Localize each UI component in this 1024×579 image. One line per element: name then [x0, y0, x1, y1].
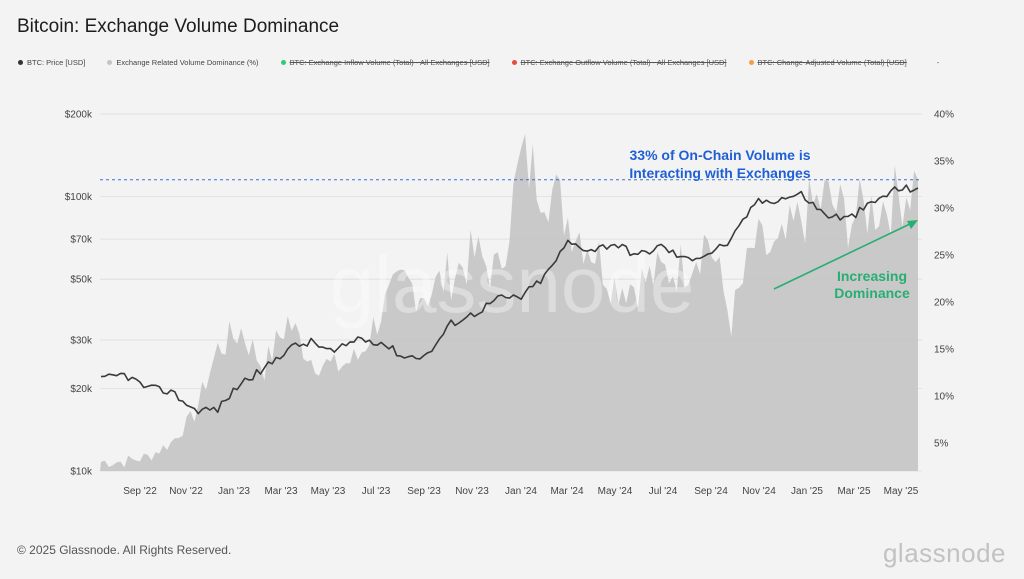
- x-tick-label: Mar '25: [837, 486, 870, 497]
- x-tick-label: Mar '24: [550, 486, 583, 497]
- annotation-trend-line1: Increasing: [837, 268, 907, 284]
- dominance-area: [100, 134, 918, 471]
- x-tick-label: Jul '23: [362, 486, 391, 497]
- x-tick-label: Mar '23: [264, 486, 297, 497]
- y-right-tick-label: 5%: [934, 438, 949, 449]
- legend-label: Exchange Related Volume Dominance (%): [116, 58, 259, 67]
- y-left-tick-label: $70k: [70, 235, 93, 246]
- x-tick-label: Sep '24: [694, 486, 728, 497]
- legend-label: BTC: Price [USD]: [27, 58, 86, 67]
- y-left-tick-label: $50k: [70, 275, 93, 286]
- legend-item[interactable]: BTC: Price [USD]: [18, 58, 85, 67]
- annotation-trend-line2: Dominance: [834, 285, 910, 301]
- legend-item[interactable]: BTC: Exchange Inflow Volume (Total) - Al…: [280, 58, 490, 67]
- legend-label: BTC: Exchange Outflow Volume (Total) - A…: [520, 58, 727, 67]
- legend-item[interactable]: BTC: Change-Adjusted Volume (Total) [USD…: [748, 58, 907, 67]
- y-left-tick-label: $100k: [65, 192, 93, 203]
- legend-dot-icon: [18, 60, 23, 65]
- legend-item[interactable]: Exchange Related Volume Dominance (%): [107, 58, 259, 67]
- legend-dot-icon: [511, 60, 517, 65]
- x-tick-label: May '25: [884, 486, 919, 497]
- chart-title: Bitcoin: Exchange Volume Dominance: [17, 16, 340, 37]
- y-right-tick-label: 20%: [934, 297, 954, 308]
- annotation-exchange-note-line2: Interacting with Exchanges: [629, 165, 810, 181]
- legend: BTC: Price [USD] Exchange Related Volume …: [18, 58, 939, 67]
- legend-dot-icon: [748, 60, 754, 65]
- y-right-tick-label: 15%: [934, 344, 954, 355]
- trend-arrow-line: [773, 222, 913, 290]
- y-right-tick-label: 25%: [934, 250, 954, 261]
- y-left-tick-label: $20k: [70, 384, 93, 395]
- x-tick-label: Jan '23: [218, 486, 250, 497]
- y-right-tick-label: 30%: [934, 203, 954, 214]
- x-tick-label: Nov '24: [742, 486, 776, 497]
- y-left-tick-label: $10k: [70, 467, 93, 478]
- x-tick-label: Jul '24: [649, 486, 678, 497]
- legend-dot-icon: [280, 60, 286, 65]
- legend-trailing: -: [936, 58, 940, 67]
- legend-dot-icon: [107, 60, 113, 65]
- y-right-tick-label: 40%: [934, 110, 954, 121]
- x-tick-label: May '24: [598, 486, 633, 497]
- legend-label: BTC: Change-Adjusted Volume (Total) [USD…: [757, 58, 907, 67]
- trend-arrowhead-icon: [907, 220, 918, 229]
- copyright-footer: © 2025 Glassnode. All Rights Reserved.: [17, 543, 232, 557]
- x-tick-label: Sep '22: [123, 486, 157, 497]
- brand-logo: glassnode: [882, 538, 1006, 568]
- x-tick-label: May '23: [311, 486, 346, 497]
- annotation-exchange-note-line1: 33% of On-Chain Volume is: [630, 147, 811, 163]
- x-tick-label: Jan '25: [791, 486, 823, 497]
- x-tick-label: Nov '23: [455, 486, 489, 497]
- y-right-tick-label: 10%: [934, 391, 954, 402]
- y-left-tick-label: $30k: [70, 336, 93, 347]
- x-tick-label: Jan '24: [505, 486, 537, 497]
- y-left-tick-label: $200k: [65, 110, 93, 121]
- price-line: [100, 184, 919, 415]
- x-tick-label: Nov '22: [169, 486, 203, 497]
- y-right-tick-label: 35%: [934, 156, 954, 167]
- x-tick-label: Sep '23: [407, 486, 441, 497]
- legend-item[interactable]: BTC: Exchange Outflow Volume (Total) - A…: [511, 58, 727, 67]
- legend-label: BTC: Exchange Inflow Volume (Total) - Al…: [289, 58, 490, 67]
